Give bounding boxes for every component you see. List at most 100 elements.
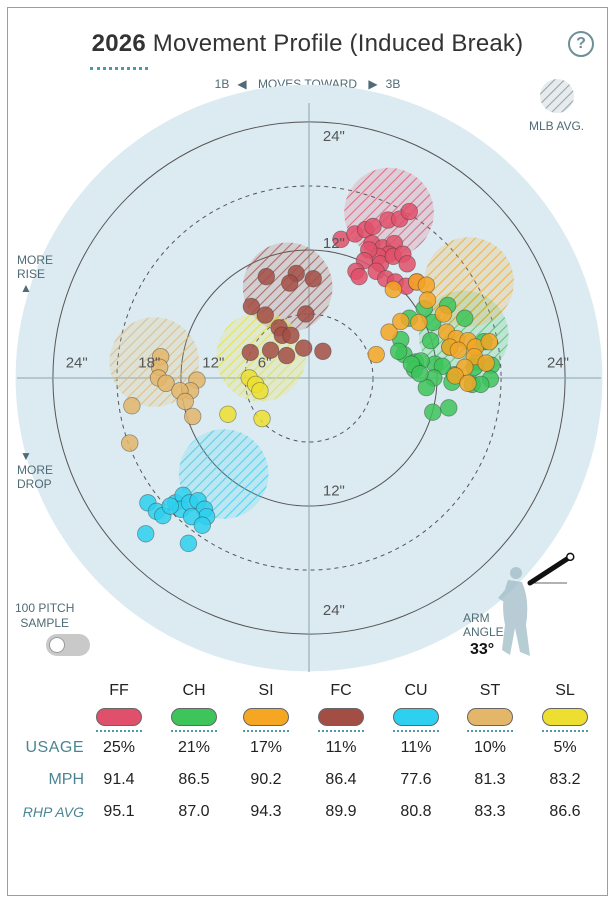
pitch-point-st [176,392,194,411]
ring-label: 12" [323,482,345,499]
mlb-avg-legend-swatch [540,79,574,113]
mlb-avg-label: MLB AVG. [529,119,585,133]
pitch-point-st [183,407,202,426]
ring-label: 24" [66,354,88,371]
pitch-type-header: SL [555,682,575,699]
pitch-point-si [459,374,477,393]
pitch-point-si [446,367,464,385]
pitch-point-ch [411,365,429,383]
pitch-point-ch [440,399,458,417]
pitch-color-pill [542,708,588,726]
pitch-point-st [123,397,141,415]
pitch-point-fc [281,274,299,292]
arm-angle-label: ARM ANGLE [463,611,504,639]
pitch-point-si [477,354,495,372]
title-text: Movement Profile (Induced Break) [152,30,524,57]
pitch-point-si [380,323,398,341]
pitch-color-pill [96,708,142,726]
pitch-point-si [434,305,453,323]
table-cell: 77.6 [400,771,432,788]
pitch-point-si [418,291,437,309]
pitch-point-fc [282,326,300,345]
table-cell: 5% [553,739,577,756]
help-button[interactable]: ? [568,31,594,57]
pitch-point-ch [389,342,408,361]
table-cell: 81.3 [474,771,506,788]
table-cell: 17% [249,739,283,756]
pitch-color-pill [243,708,289,726]
pitch-point-si [449,341,468,359]
ring-label: 12" [323,235,345,252]
ring-label: 6" [258,354,272,371]
pitch-point-fc [304,270,322,288]
table-cell: 83.3 [474,803,506,820]
row-label-rhp: RHP AVG [22,804,84,820]
table-cell: 83.2 [549,771,581,788]
table-cell: 86.6 [549,803,581,820]
pitch-divider [467,730,513,732]
sample-toggle[interactable] [46,634,90,656]
pitch-type-header: SI [258,682,274,699]
ring-label: 24" [547,354,569,371]
pitch-point-sl [251,382,269,400]
pitch-point-cu [193,516,212,534]
pitch-divider [393,730,439,732]
arm-angle-value: 33° [470,641,495,658]
ring-label: 18" [138,354,160,371]
pitch-point-cu [161,497,179,515]
ring-label: 24" [323,602,345,619]
pitch-point-si [417,276,436,294]
table-cell: 80.8 [400,803,432,820]
pitch-point-st [157,374,175,393]
direction-left-label: 1B [214,77,230,91]
arrow-up-icon: ▲ [20,281,32,295]
arm-angle-ball [566,552,575,562]
pitch-point-st [121,434,139,452]
pitch-point-ff [400,202,418,221]
toggle-knob [49,637,65,653]
pitch-point-ff [350,267,368,286]
pitch-point-ch [421,331,440,350]
pitch-point-si [367,345,385,364]
table-cell: 94.3 [250,803,282,820]
pitch-point-sl [219,405,237,423]
pitch-point-fc [297,305,315,323]
pitch-divider [243,730,289,732]
pitch-color-pill [171,708,217,726]
pitch-color-pill [393,708,439,726]
table-cell: 86.5 [178,771,210,788]
arrow-right-icon: ▶ [368,77,378,91]
pitch-point-fc [257,267,276,286]
pitch-point-fc [314,342,332,361]
row-label-mph: MPH [48,771,84,788]
pitch-point-sl [253,409,271,428]
pitch-point-cu [137,525,155,543]
table-cell: 11% [325,739,357,756]
pitch-color-pill [318,708,364,726]
ring-label: 12" [202,354,224,371]
pitch-point-fc [261,341,280,359]
pitch-type-header: FC [330,682,352,699]
pitch-divider [96,730,142,732]
table-cell: 95.1 [103,803,135,820]
pitch-point-cu [179,534,198,553]
pitch-point-ch [456,309,474,327]
table-cell: 86.4 [325,771,357,788]
pitcher-figure [498,567,530,656]
pitch-type-header: FF [109,682,129,699]
arrow-left-icon: ◀ [237,77,247,91]
row-label-usage: USAGE [25,739,84,756]
pitch-point-ch [424,403,442,421]
sample-label: 100 PITCH SAMPLE [15,601,75,630]
pitch-point-si [392,312,410,331]
more-drop-label: ▼ MORE DROP [17,449,53,491]
pitch-point-ff [398,255,416,273]
ring-label: 24" [323,128,345,145]
pitch-type-header: CH [182,682,206,699]
arm-angle-line [527,554,573,586]
pitch-point-ch [433,357,452,375]
table-cell: 87.0 [178,803,210,820]
more-rise-label: MORE RISE ▲ [17,253,53,295]
pitch-divider [542,730,588,732]
